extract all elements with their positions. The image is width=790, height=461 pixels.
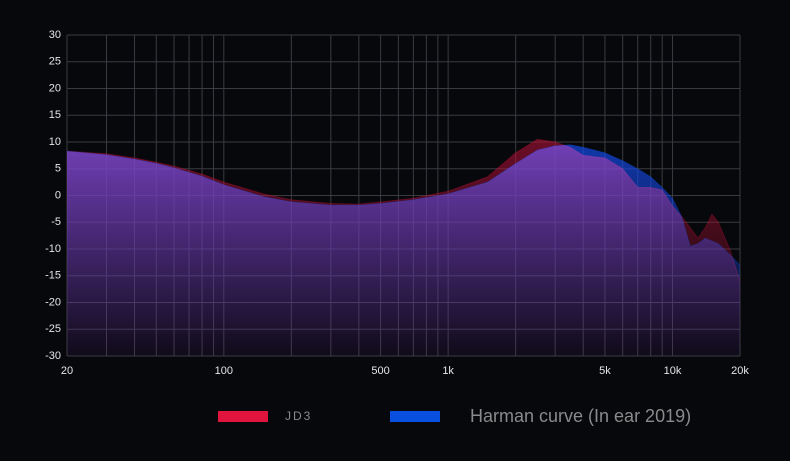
legend-swatch	[390, 411, 440, 422]
legend-label: JD3	[285, 409, 312, 423]
y-tick-label: -25	[45, 323, 61, 335]
y-tick-label: 25	[49, 56, 61, 68]
series-line	[66, 144, 741, 266]
y-tick-label: -20	[45, 296, 61, 308]
y-tick-label: 0	[55, 189, 61, 201]
y-tick-label: -15	[45, 270, 61, 282]
legend-label: Harman curve (In ear 2019)	[470, 406, 691, 426]
x-tick-label: 5k	[599, 365, 611, 377]
y-tick-label: 20	[49, 82, 61, 94]
y-tick-label: -10	[45, 243, 61, 255]
area-fill	[67, 144, 740, 356]
y-tick-label: 15	[49, 109, 61, 121]
y-tick-label: -30	[45, 350, 61, 362]
x-tick-label: 20	[61, 365, 73, 377]
y-tick-label: 5	[55, 163, 61, 175]
x-tick-label: 500	[371, 365, 389, 377]
x-tick-label: 1k	[442, 365, 454, 377]
y-tick-label: -5	[51, 216, 61, 228]
y-tick-label: 30	[49, 29, 61, 41]
y-tick-label: 10	[49, 136, 61, 148]
x-tick-label: 10k	[664, 365, 682, 377]
x-tick-label: 20k	[731, 365, 749, 377]
series-line	[66, 138, 741, 282]
legend-swatch	[218, 411, 268, 422]
x-tick-label: 100	[215, 365, 233, 377]
